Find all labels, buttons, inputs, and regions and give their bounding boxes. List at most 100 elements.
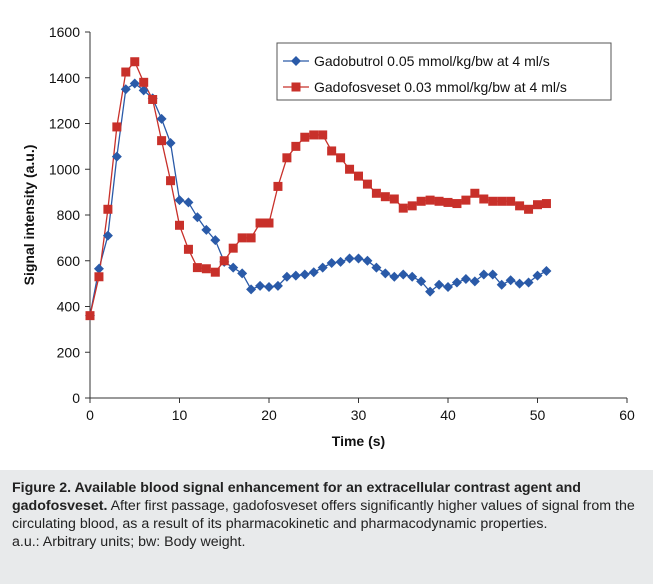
data-point-gadobutrol	[362, 255, 373, 266]
data-point-gadofosveset	[371, 188, 381, 198]
data-point-gadobutrol	[389, 271, 400, 282]
data-point-gadofosveset	[255, 218, 265, 228]
legend-marker-gadobutrol	[291, 56, 301, 66]
data-point-gadofosveset	[362, 179, 372, 189]
data-point-gadofosveset	[541, 199, 551, 209]
data-point-gadofosveset	[148, 94, 158, 104]
data-point-gadofosveset	[345, 164, 355, 174]
data-point-gadobutrol	[228, 262, 239, 273]
data-point-gadobutrol	[201, 224, 212, 235]
y-tick-label: 400	[57, 299, 81, 315]
data-point-gadobutrol	[255, 280, 266, 291]
data-point-gadobutrol	[460, 274, 471, 285]
y-tick-label: 1400	[49, 70, 80, 86]
data-point-gadobutrol	[308, 267, 319, 278]
y-tick-label: 200	[57, 344, 81, 360]
data-point-gadofosveset	[389, 194, 399, 204]
data-point-gadobutrol	[129, 78, 140, 89]
data-point-gadofosveset	[264, 218, 274, 228]
caption-figure-label: Figure 2. Available blood signal enhance…	[12, 480, 581, 514]
data-point-gadobutrol	[344, 253, 355, 264]
y-tick-label: 1600	[49, 24, 80, 40]
caption-body: After first passage, gadofosveset offers…	[12, 498, 635, 532]
data-point-gadofosveset	[452, 199, 462, 209]
data-point-gadobutrol	[434, 279, 445, 290]
chart-area: 0 200 400 600 800 1000 1200 1400 1600 0 10 20 30 40 50…	[21, 24, 635, 449]
data-point-gadobutrol	[443, 282, 453, 293]
data-point-gadofosveset	[201, 264, 211, 274]
data-point-gadobutrol	[183, 197, 194, 208]
data-point-gadobutrol	[514, 278, 525, 289]
data-point-gadofosveset	[488, 196, 498, 206]
x-tick-label: 60	[619, 407, 635, 423]
data-point-gadofosveset	[300, 132, 310, 142]
y-tick-label: 0	[72, 390, 80, 406]
data-point-gadofosveset	[327, 146, 337, 156]
data-point-gadobutrol	[272, 280, 283, 291]
data-point-gadobutrol	[210, 235, 221, 246]
data-point-gadofosveset	[121, 67, 131, 77]
data-point-gadofosveset	[273, 181, 283, 191]
data-point-gadobutrol	[532, 270, 543, 281]
figure-caption: Figure 2. Available blood signal enhance…	[0, 470, 653, 584]
data-point-gadofosveset	[506, 196, 516, 206]
data-point-gadobutrol	[469, 276, 480, 287]
data-point-gadobutrol	[451, 277, 462, 288]
data-point-gadofosveset	[515, 201, 525, 211]
y-tick-label: 1000	[49, 161, 80, 177]
data-point-gadofosveset	[103, 204, 113, 214]
data-point-gadofosveset	[139, 77, 149, 87]
data-point-gadobutrol	[353, 253, 364, 264]
data-point-gadobutrol	[165, 137, 176, 148]
y-tick-label: 800	[57, 207, 81, 223]
data-point-gadofosveset	[175, 220, 184, 230]
data-point-gadofosveset	[246, 233, 256, 243]
data-point-gadofosveset	[398, 203, 408, 213]
data-point-gadobutrol	[416, 276, 427, 287]
data-point-gadobutrol	[505, 275, 516, 286]
data-point-gadofosveset	[85, 311, 95, 321]
data-point-gadobutrol	[102, 230, 113, 241]
data-point-gadofosveset	[336, 153, 346, 163]
data-point-gadofosveset	[192, 263, 202, 273]
y-tick-label: 600	[57, 253, 81, 269]
x-tick-label: 50	[530, 407, 546, 423]
data-point-gadofosveset	[291, 141, 301, 151]
data-point-gadobutrol	[264, 282, 274, 293]
data-point-gadobutrol	[407, 271, 418, 282]
data-point-gadofosveset	[157, 136, 167, 146]
data-point-gadobutrol	[478, 269, 489, 280]
data-point-gadofosveset	[533, 200, 542, 210]
data-point-gadofosveset	[461, 195, 471, 205]
caption-text: Figure 2. Available blood signal enhance…	[12, 479, 639, 533]
data-point-gadobutrol	[398, 269, 409, 280]
data-point-gadobutrol	[246, 284, 257, 295]
data-point-gadobutrol	[487, 269, 498, 280]
y-tick-label: 1200	[49, 116, 80, 132]
data-point-gadofosveset	[282, 153, 292, 163]
legend-label-gadofosveset: Gadofosveset 0.03 mmol/kg/bw at 4 ml/s	[314, 79, 567, 95]
data-point-gadobutrol	[156, 113, 167, 124]
x-tick-label: 30	[351, 407, 367, 423]
data-point-gadofosveset	[228, 243, 238, 253]
data-point-gadofosveset	[434, 196, 444, 206]
data-point-gadofosveset	[497, 196, 507, 206]
data-point-gadobutrol	[317, 262, 328, 273]
data-point-gadobutrol	[371, 262, 382, 273]
data-point-gadobutrol	[93, 263, 104, 274]
data-point-gadobutrol	[111, 151, 122, 162]
data-point-gadobutrol	[120, 84, 131, 95]
data-point-gadobutrol	[380, 268, 391, 279]
data-point-gadobutrol	[174, 195, 185, 206]
series-line-gadobutrol	[89, 82, 547, 316]
data-point-gadobutrol	[290, 270, 301, 281]
data-point-gadofosveset	[309, 130, 319, 140]
data-point-gadobutrol	[523, 277, 534, 288]
data-point-gadofosveset	[130, 57, 140, 67]
data-point-gadobutrol	[138, 85, 149, 96]
signal-intensity-chart: 0 200 400 600 800 1000 1200 1400 1600 0 10 20 30 40 50…	[21, 24, 635, 449]
x-tick-label: 20	[261, 407, 277, 423]
data-point-gadofosveset	[443, 197, 453, 207]
data-point-gadofosveset	[219, 256, 229, 266]
data-point-gadofosveset	[354, 171, 363, 181]
